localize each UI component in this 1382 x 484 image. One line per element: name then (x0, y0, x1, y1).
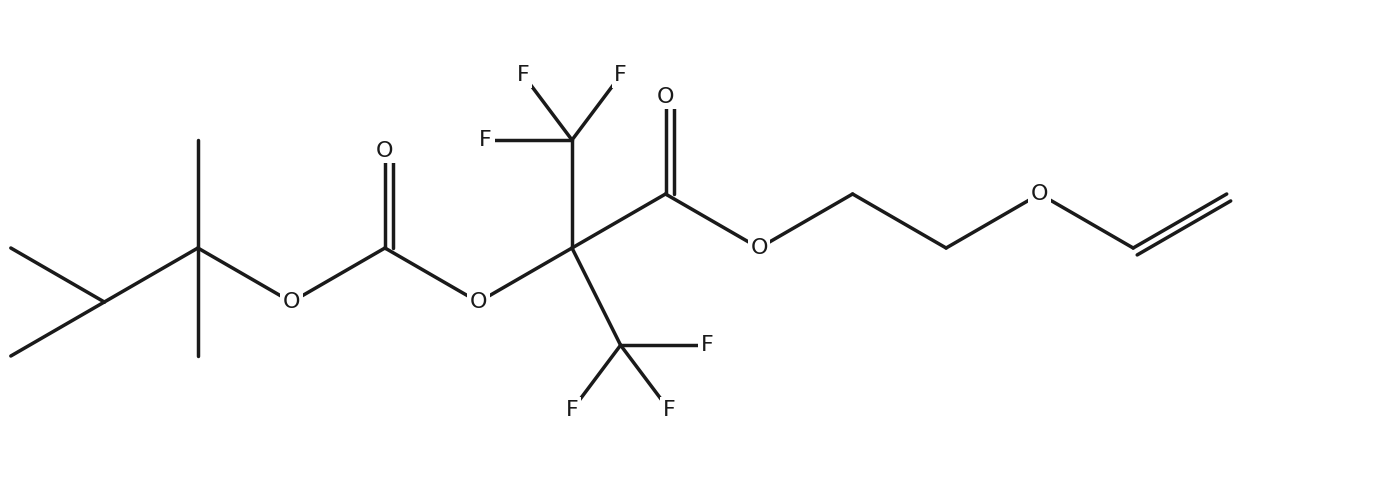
Text: O: O (1031, 184, 1049, 204)
Text: F: F (517, 65, 529, 85)
Text: O: O (283, 292, 300, 312)
Text: F: F (614, 65, 627, 85)
Text: F: F (480, 130, 492, 150)
Text: O: O (376, 141, 394, 161)
Text: O: O (656, 87, 674, 107)
Text: O: O (750, 238, 768, 258)
Text: F: F (701, 335, 713, 355)
Text: F: F (663, 400, 676, 420)
Text: O: O (470, 292, 488, 312)
Text: F: F (565, 400, 579, 420)
